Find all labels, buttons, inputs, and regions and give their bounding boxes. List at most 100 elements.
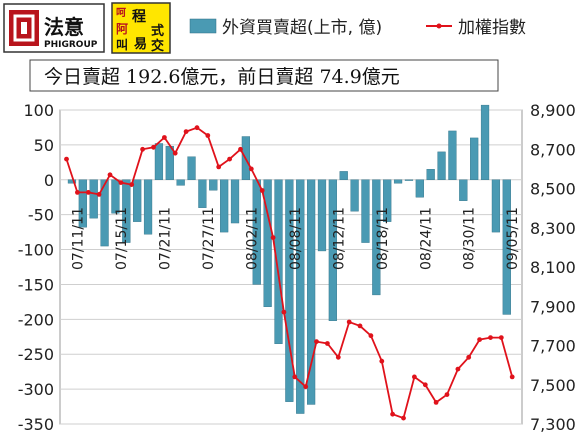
bar [317,179,327,252]
left-axis-tick-label: 0 [44,171,54,190]
x-axis: 07/11/11 07/15/11 07/21/11 07/27/11 08/02/11… [70,207,521,270]
bar [176,179,185,186]
bar-series [67,104,511,414]
bar [459,179,468,201]
headline-text: 今日賣超 192.6億元，前日賣超 74.9億元 [44,66,400,88]
bar [480,104,490,180]
phigroup-logo: 法意 PHIGROUP [3,3,105,53]
index-point [292,374,298,380]
index-point [390,411,395,417]
x-axis-tick-label: 09/05/11 [505,207,521,270]
x-axis-tick-label: 07/15/11 [114,207,130,270]
chengshi-logo-char: 阿 [116,22,128,36]
bar [448,130,457,180]
index-point [357,323,363,329]
index-point [162,135,167,140]
bar [372,179,381,296]
right-axis-tick-label: 7,300 [530,415,576,434]
legend: 外資買賣超(上市, 億) 加權指數 [189,18,526,38]
right-axis-tick-label: 7,500 [530,376,576,395]
bar [502,179,511,315]
x-axis-tick-label: 07/11/11 [70,207,86,270]
right-axis-tick-label: 8,300 [530,219,576,238]
chengshi-logo-char: 式 [151,23,164,39]
bar [198,179,207,208]
x-axis-tick-label: 08/18/11 [375,207,391,270]
x-axis-tick-label: 07/21/11 [157,207,173,270]
x-axis-tick-label: 08/08/11 [288,207,304,270]
legend-line-label: 加權指數 [458,18,526,38]
bar [404,179,414,181]
chengshi-logo-char: 交 [151,38,164,54]
bar [263,179,272,307]
index-point [151,144,156,150]
index-point [75,190,80,195]
index-point [259,188,265,193]
index-point [346,319,352,325]
index-point [281,309,287,315]
bar [67,179,77,184]
bar [415,179,424,198]
left-axis-tick-label: -50 [28,206,54,225]
bar [209,179,218,191]
bar [470,137,479,180]
index-point [194,125,200,131]
index-point [325,341,330,346]
phigroup-logo-subtext: PHIGROUP [44,40,98,50]
index-point [172,150,178,156]
bar [350,179,359,212]
bar [133,179,142,222]
bar [187,156,196,180]
legend-bar-swatch [189,18,217,34]
index-point [455,366,461,372]
bar [296,179,305,414]
index-point [488,335,493,340]
bar [89,179,98,219]
index-point [85,190,91,195]
bar [122,179,131,243]
x-axis-tick-label: 08/24/11 [418,207,434,270]
legend-line-marker [436,23,442,29]
bar [285,179,294,402]
index-point [118,180,124,186]
x-axis-tick-label: 07/27/11 [201,207,217,270]
index-point [477,337,482,342]
bar [274,179,283,344]
left-axis-tick-label: -100 [18,241,54,260]
bar [154,143,164,180]
x-axis-tick-label: 08/30/11 [462,207,478,270]
index-point [270,235,276,241]
chengshi-logo: 呵程阿 式叫易交 [111,2,171,54]
bar [339,171,348,180]
bar [143,179,153,235]
index-point [238,146,243,152]
legend-bar-label: 外資買賣超(上市, 億) [222,18,382,38]
index-point [248,166,254,172]
chengshi-logo-char: 易 [134,37,147,52]
right-axis-tick-label: 8,700 [530,140,576,159]
index-point [303,384,309,390]
index-point [216,164,222,170]
bar [328,179,337,321]
bar [165,146,174,180]
index-point [335,354,341,360]
right-axis-tick-label: 7,900 [530,297,576,316]
index-point [129,182,135,188]
bar [491,179,501,233]
chengshi-logo-char: 程 [132,9,146,25]
left-axis-tick-label: -150 [18,275,54,294]
index-point [401,415,406,421]
x-axis-tick-label: 08/02/11 [244,207,260,270]
phigroup-logo-text: 法意 [44,15,84,39]
line-series [64,125,515,421]
left-axis-tick-label: -300 [18,380,54,399]
right-axis-tick-label: 8,900 [530,101,576,120]
chengshi-logo-char: 呵 [116,7,126,19]
left-axis-tick-label: 100 [23,101,54,120]
right-axis-tick-label: 8,100 [530,258,576,277]
index-point [183,129,189,135]
left-axis-tick-label: -250 [18,345,54,364]
index-point [368,333,374,339]
x-axis-tick-label: 08/12/11 [331,207,347,270]
index-point [433,400,439,405]
